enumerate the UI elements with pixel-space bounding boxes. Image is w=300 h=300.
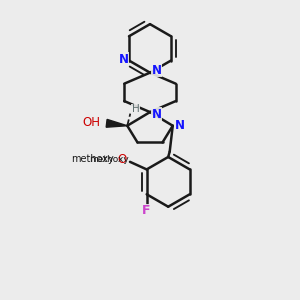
Text: methoxy: methoxy (71, 154, 114, 164)
Text: N: N (152, 64, 162, 77)
Text: methoxy: methoxy (89, 155, 128, 164)
Text: H: H (132, 104, 140, 114)
Polygon shape (106, 119, 127, 127)
Text: N: N (152, 108, 162, 121)
Text: OH: OH (82, 116, 100, 129)
Text: F: F (142, 205, 150, 218)
Text: N: N (174, 119, 184, 132)
Text: N: N (118, 52, 128, 65)
Text: O: O (118, 153, 127, 166)
